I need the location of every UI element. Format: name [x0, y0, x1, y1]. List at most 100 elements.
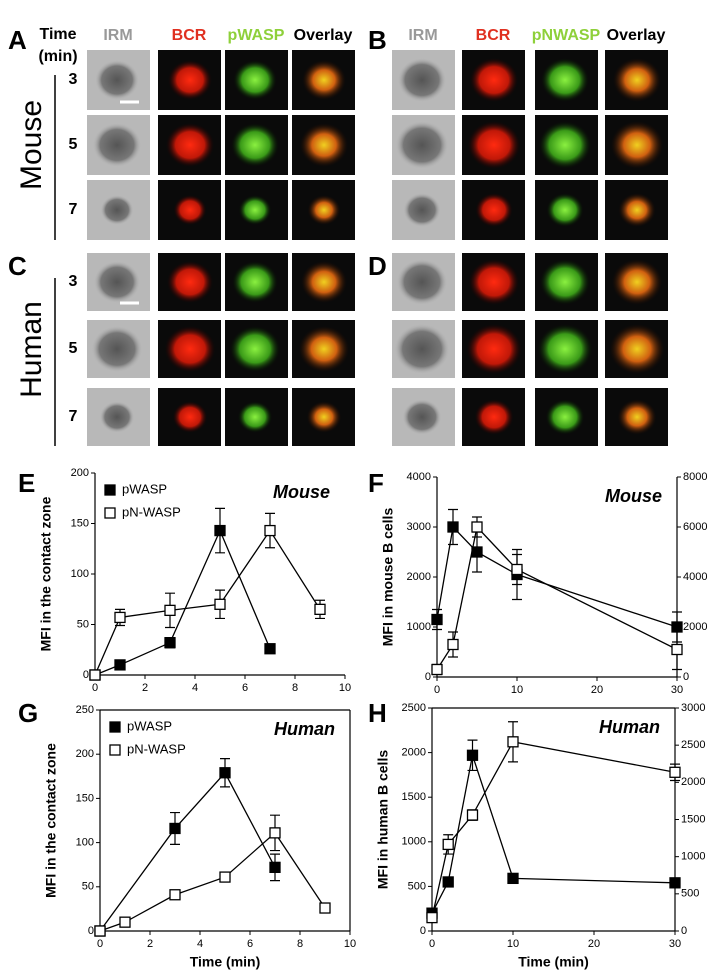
cell [302, 60, 346, 100]
marker [264, 524, 276, 537]
x-tick-label: 4 [192, 682, 198, 694]
annotation: Human [274, 719, 335, 739]
cell [617, 399, 657, 435]
legend-marker [109, 721, 121, 733]
marker [269, 827, 281, 839]
x-tick-label: 10 [344, 938, 356, 950]
cell [468, 259, 520, 305]
x-tick-label: 10 [511, 684, 523, 696]
x-tick-label: 8 [292, 682, 298, 694]
marker [214, 598, 226, 610]
y-tick-label: 0 [425, 671, 431, 683]
panel-letter: D [368, 251, 387, 281]
marker [169, 889, 181, 901]
y-tick-label: 100 [71, 568, 89, 580]
y-tick-label: 1000 [402, 836, 426, 848]
time-label: 5 [69, 136, 78, 153]
time-label: 3 [69, 71, 78, 88]
x-tick-label: 0 [434, 684, 440, 696]
marker [669, 766, 681, 778]
cell [92, 123, 142, 167]
column-header: pNWASP [532, 27, 601, 44]
marker [114, 659, 126, 671]
y-tick-label: 0 [420, 925, 426, 937]
y-tick-label: 150 [76, 792, 94, 804]
marker [431, 613, 443, 626]
cell [230, 123, 280, 167]
column-header: Overlay [607, 27, 666, 44]
cell [100, 195, 134, 225]
cell [545, 399, 585, 435]
marker [442, 838, 454, 851]
x-tick-label: 20 [588, 938, 600, 950]
x-tick-label: 0 [92, 682, 98, 694]
cell [99, 401, 135, 433]
series-line [94, 529, 321, 676]
y2-tick-label: 2000 [683, 621, 707, 633]
cell [397, 58, 447, 102]
x-tick-label: 6 [242, 682, 248, 694]
marker [164, 604, 176, 617]
annotation: Mouse [605, 486, 662, 506]
y2-tick-label: 2500 [681, 739, 705, 751]
cell [466, 323, 522, 375]
series-line [431, 741, 676, 918]
panel-letter: F [368, 468, 384, 498]
y-tick-label: 1500 [402, 791, 426, 803]
annotation: Mouse [273, 482, 330, 502]
cell [306, 401, 342, 433]
cell [231, 261, 279, 303]
y2-tick-label: 4000 [683, 571, 707, 583]
cell [165, 123, 215, 167]
cell [95, 60, 139, 100]
marker [511, 563, 523, 576]
marker [314, 603, 326, 615]
y-tick-label: 0 [88, 925, 94, 937]
cell [172, 401, 208, 433]
cell [610, 121, 664, 169]
series-line [436, 525, 678, 628]
cell [164, 325, 216, 373]
marker [466, 749, 479, 761]
legend-label: pN-WASP [122, 504, 181, 519]
cell [237, 401, 273, 433]
series-line [94, 528, 271, 676]
y-tick-label: 0 [83, 669, 89, 681]
column-header: Overlay [294, 27, 353, 44]
panel-letter: B [368, 25, 387, 55]
time-header: (min) [38, 48, 77, 65]
marker [669, 877, 681, 889]
legend-label: pWASP [122, 481, 167, 496]
y2-tick-label: 1500 [681, 813, 705, 825]
cell [394, 323, 450, 375]
cell [395, 121, 449, 169]
cell [612, 58, 662, 102]
x-tick-label: 8 [297, 938, 303, 950]
cell [539, 259, 591, 305]
y-tick-label: 50 [82, 881, 94, 893]
x-tick-label: 30 [669, 938, 681, 950]
marker [114, 611, 126, 624]
panel-letter: C [8, 251, 27, 281]
x-tick-label: 4 [197, 938, 203, 950]
y-tick-label: 3000 [407, 521, 431, 533]
cell [307, 195, 341, 225]
cell [166, 261, 214, 303]
cell [396, 259, 448, 305]
marker [442, 876, 454, 888]
cell [238, 195, 272, 225]
marker [671, 643, 683, 656]
cell [403, 193, 441, 227]
y-tick-label: 2000 [407, 571, 431, 583]
marker [507, 736, 519, 748]
marker [219, 767, 231, 779]
y2-tick-label: 3000 [681, 702, 705, 714]
y2-tick-label: 8000 [683, 471, 707, 483]
y-tick-label: 500 [408, 880, 426, 892]
cell [467, 121, 521, 169]
marker [264, 643, 276, 655]
y2-tick-label: 6000 [683, 521, 707, 533]
cell [299, 123, 349, 167]
legend-marker [104, 484, 116, 496]
x-tick-label: 0 [429, 938, 435, 950]
